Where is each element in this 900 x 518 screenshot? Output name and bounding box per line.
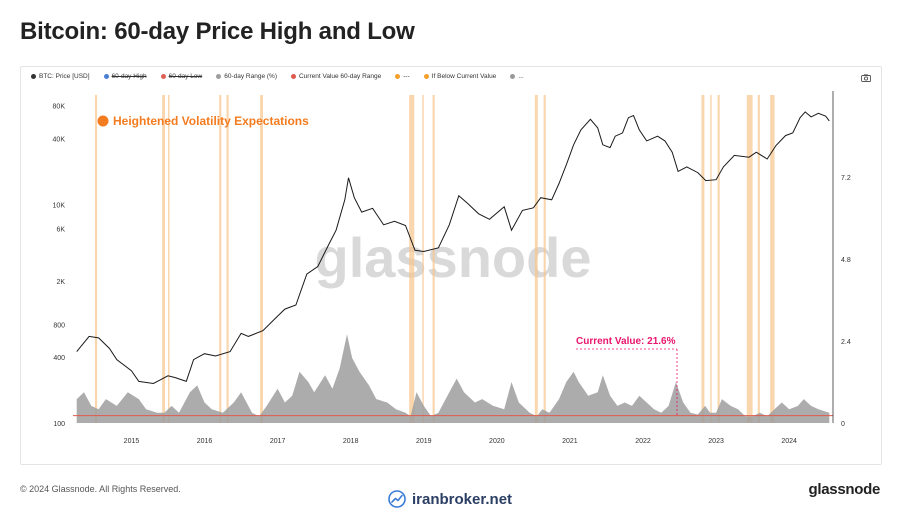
y-left-tick-label: 80K: [53, 104, 66, 111]
chart-logo-icon: [388, 490, 406, 508]
range-area: [76, 334, 830, 423]
current-value-label: Current Value: 21.6%: [576, 336, 676, 347]
y-right-tick-label: 0: [841, 421, 845, 428]
site-name: iranbroker.net: [412, 490, 513, 508]
legend-label: ---: [403, 73, 410, 80]
page-title: Bitcoin: 60-day Price High and Low: [20, 18, 415, 45]
legend-swatch: [216, 74, 222, 79]
highlight-band: [701, 95, 705, 423]
x-tick-label: 2015: [124, 438, 140, 445]
legend-item[interactable]: ...: [510, 73, 524, 80]
y-left-tick-label: 40K: [53, 137, 66, 144]
legend-swatch: [31, 74, 36, 79]
legend-item[interactable]: If Below Current Value: [423, 73, 497, 80]
legend-item[interactable]: 60-day Low: [160, 73, 203, 80]
price-line: [76, 111, 830, 385]
x-tick-label: 2020: [489, 438, 505, 445]
chart-panel: BTC: Price [USD] 60-day High 60-day Low 60-…: [20, 66, 882, 465]
highlight-band: [757, 95, 760, 423]
x-tick-label: 2016: [197, 438, 213, 445]
legend-swatch: [395, 74, 401, 79]
legend-item[interactable]: 60-day High: [103, 73, 147, 80]
highlight-band: [409, 95, 415, 423]
site-watermark: iranbroker.net: [388, 490, 512, 508]
y-left-tick-label: 100: [53, 421, 65, 428]
legend-label: 60-day Low: [168, 73, 203, 80]
highlight-band: [162, 95, 166, 423]
legend-item[interactable]: BTC: Price [USD]: [31, 73, 90, 80]
highlight-band: [432, 95, 435, 423]
x-tick-label: 2021: [562, 438, 578, 445]
y-right-tick-label: 7.2: [841, 175, 851, 182]
highlight-band: [94, 95, 98, 423]
x-tick-label: 2023: [708, 438, 724, 445]
legend-label: BTC: Price [USD]: [39, 73, 90, 80]
legend-label: 60-day Range (%): [224, 73, 277, 80]
legend-label: Current Value 60-day Range: [298, 73, 382, 80]
legend-swatch: [423, 74, 429, 79]
y-right-tick-label: 2.4: [841, 339, 851, 346]
legend-swatch: [103, 74, 109, 79]
y-right-tick-label: 4.8: [841, 257, 851, 264]
chart-legend: BTC: Price [USD] 60-day High 60-day Low 60-…: [31, 73, 524, 80]
legend-item[interactable]: 60-day Range (%): [216, 73, 277, 80]
y-left-tick-label: 10K: [53, 202, 66, 209]
legend-item[interactable]: Current Value 60-day Range: [290, 73, 382, 80]
legend-swatch: [290, 74, 296, 79]
highlight-band: [168, 95, 170, 423]
highlight-band: [543, 95, 546, 423]
legend-swatch: [510, 74, 516, 79]
y-left-tick-label: 2K: [56, 279, 65, 286]
highlight-band: [710, 95, 712, 423]
y-left-tick-label: 800: [53, 322, 65, 329]
highlight-band: [770, 95, 775, 423]
legend-label: 60-day High: [111, 73, 147, 80]
annotation-title: Heightened Volatility Expectations: [113, 114, 309, 128]
highlight-band: [422, 95, 424, 423]
highlight-band: [226, 95, 229, 423]
x-tick-label: 2022: [635, 438, 651, 445]
x-tick-label: 2017: [270, 438, 286, 445]
y-left-tick-label: 6K: [56, 227, 65, 234]
legend-swatch: [160, 74, 166, 79]
highlight-band: [260, 95, 263, 423]
highlight-band: [717, 95, 720, 423]
copyright-text: © 2024 Glassnode. All Rights Reserved.: [20, 484, 181, 494]
highlight-band: [746, 95, 753, 423]
legend-label: If Below Current Value: [431, 73, 497, 80]
brand-logo: glassnode: [808, 481, 881, 498]
legend-item[interactable]: ---: [395, 73, 410, 80]
x-tick-label: 2018: [343, 438, 359, 445]
annotation-dot: [97, 115, 109, 127]
x-tick-label: 2019: [416, 438, 432, 445]
chart-plot: glassnode 100 400 800 2K 6K 10K 40K 80K 0 2.4 4.8 7.…: [53, 91, 851, 445]
highlight-band: [534, 95, 538, 423]
x-tick-label: 2024: [781, 438, 797, 445]
watermark-text: glassnode: [315, 226, 592, 289]
y-left-tick-label: 400: [53, 355, 65, 362]
camera-icon[interactable]: [861, 74, 871, 82]
legend-label: ...: [518, 73, 524, 80]
highlight-band: [219, 95, 222, 423]
